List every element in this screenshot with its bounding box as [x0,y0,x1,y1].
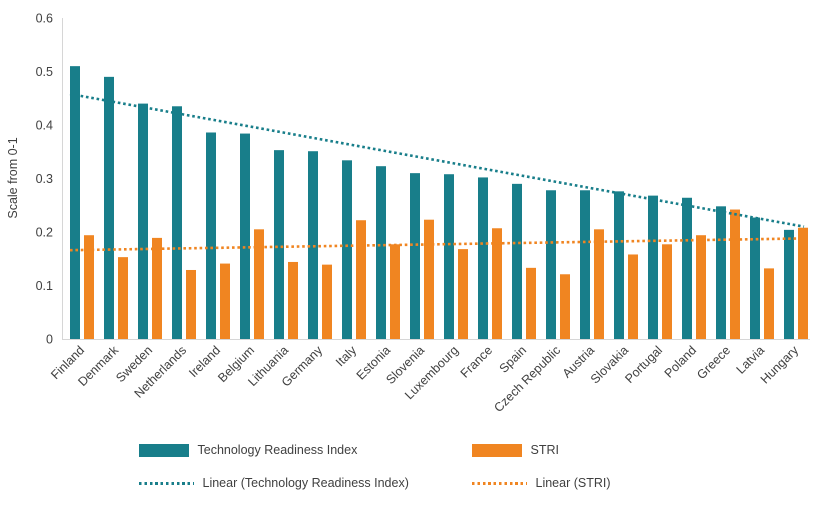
bar-stri-latvia [764,268,774,339]
bar-stri-ireland [220,263,230,339]
y-tick-label: 0 [46,333,53,347]
legend-label-linear-stri: Linear (STRI) [535,476,611,490]
bar-stri-portugal [662,244,672,339]
bar-stri-slovakia [628,254,638,339]
legend-item-stri: STRI [471,440,687,460]
bar-stri-estonia [390,244,400,339]
bar-stri-austria [594,229,604,339]
bar-stri-italy [356,220,366,339]
bar-tri-hungary [784,229,794,339]
bar-tri-slovenia [410,173,420,339]
bar-tri-portugal [648,195,658,339]
y-tick-label: 0.5 [36,65,53,79]
bar-tri-czech-republic [546,190,556,339]
bar-stri-denmark [118,257,128,339]
bar-stri-sweden [152,237,162,339]
y-tick-label: 0.6 [36,12,53,26]
bar-stri-spain [526,267,536,339]
bar-stri-germany [322,264,332,339]
legend-item-linear-stri: Linear (STRI) [471,473,687,493]
x-category-label: Poland [662,343,699,380]
bar-tri-lithuania [274,150,284,339]
x-category-label: Portugal [622,343,665,386]
stri-swatch [471,443,522,457]
bar-tri-slovakia [614,191,624,339]
y-tick-label: 0.1 [36,279,53,293]
bar-stri-lithuania [288,261,298,339]
bar-tri-belgium [240,133,250,339]
bar-stri-belgium [254,229,264,339]
bar-stri-france [492,228,502,339]
bar-stri-slovenia [424,219,434,339]
legend-label-linear-technology-readiness-index: Linear (Technology Readiness Index) [202,476,409,490]
legend-label-technology-readiness-index: Technology Readiness Index [197,443,358,457]
technology-readiness-index-swatch [138,443,189,457]
stri-trendline [69,237,805,252]
bar-stri-greece [730,209,740,339]
linear-stri-swatch [471,481,527,485]
bar-tri-netherlands [172,106,182,340]
bar-stri-luxembourg [458,249,468,339]
bar-tri-estonia [376,166,386,339]
bar-stri-czech-republic [560,274,570,339]
bar-tri-austria [580,190,590,339]
bar-tri-greece [716,206,726,339]
x-category-label: Italy [333,343,360,370]
x-category-label: Greece [694,343,733,382]
legend-grid: Technology Readiness Index STRI Linear (… [0,440,825,493]
chart-legend: Technology Readiness Index STRI Linear (… [0,440,825,493]
bar-tri-ireland [206,132,216,339]
y-tick-label: 0.4 [36,119,53,133]
bar-tri-denmark [104,76,114,339]
bar-tri-spain [512,183,522,339]
bar-tri-sweden [138,103,148,339]
legend-label-stri: STRI [530,443,559,457]
bar-tri-italy [342,160,352,339]
bar-stri-poland [696,235,706,339]
tri-trendline [69,92,805,228]
legend-item-linear-technology-readiness-index: Linear (Technology Readiness Index) [138,473,472,493]
bar-tri-finland [70,66,80,340]
bar-tri-poland [682,197,692,339]
y-tick-label: 0.3 [36,172,53,186]
y-tick-label: 0.2 [36,226,53,240]
bar-tri-france [478,177,488,339]
bar-stri-hungary [798,227,808,339]
bar-stri-finland [84,235,94,339]
linear-technology-readiness-index-swatch [138,481,194,485]
bar-tri-luxembourg [444,174,454,339]
legend-item-technology-readiness-index: Technology Readiness Index [138,440,472,460]
bar-stri-netherlands [186,269,196,339]
y-axis-title: Scale from 0-1 [6,137,20,218]
x-category-label: Slovakia [588,343,631,386]
bar-tri-latvia [750,217,760,339]
x-category-label: Hungary [758,343,802,387]
x-category-label: France [458,343,495,380]
